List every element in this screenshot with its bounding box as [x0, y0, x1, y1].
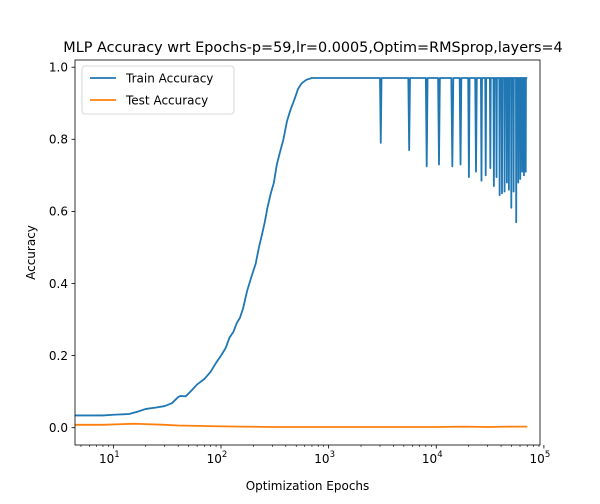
- y-tick-label: 1.0: [49, 61, 68, 75]
- y-tick-label: 0.6: [49, 205, 68, 219]
- y-tick-label: 0.8: [49, 133, 68, 147]
- x-axis: 101 102 103 104 105: [80, 445, 551, 466]
- x-tick-label: 105: [530, 450, 551, 466]
- x-tick-label: 104: [422, 450, 443, 466]
- x-tick-label: 103: [314, 450, 335, 466]
- plot-area: [74, 59, 541, 446]
- legend-box: [81, 65, 235, 115]
- x-tick-label: 102: [207, 450, 228, 466]
- series-line-0: [75, 77, 528, 417]
- y-axis: 0.0 0.2 0.4 0.6 0.8 1.0: [49, 61, 75, 435]
- chart-legend: Train Accuracy Test Accuracy: [81, 65, 235, 115]
- x-axis-label: Optimization Epochs: [246, 479, 370, 493]
- y-tick-label: 0.0: [49, 421, 68, 435]
- plot-frame: [74, 59, 541, 446]
- legend-label-test: Test Accuracy: [125, 94, 208, 108]
- y-axis-label: Accuracy: [24, 225, 38, 280]
- y-tick-label: 0.2: [49, 349, 68, 363]
- legend-label-train: Train Accuracy: [125, 72, 213, 86]
- series-group: [75, 77, 528, 428]
- y-tick-label: 0.4: [49, 277, 68, 291]
- x-tick-label: 101: [99, 450, 120, 466]
- chart-title: MLP Accuracy wrt Epochs-p=59,lr=0.0005,O…: [63, 40, 562, 56]
- series-line-1: [75, 422, 528, 428]
